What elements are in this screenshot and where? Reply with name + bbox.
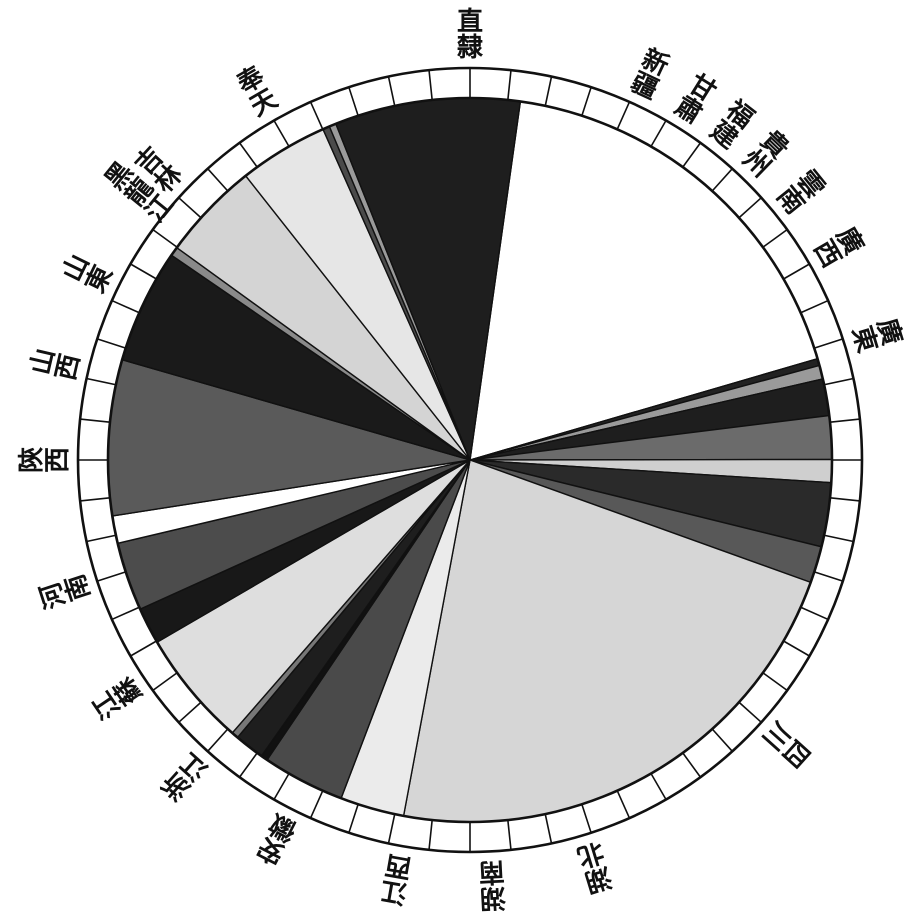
label-0: 直隸 [457,7,484,63]
ring-tick [387,813,396,844]
ring-tick [783,640,810,657]
label-char: 江 [379,874,410,908]
ring-tick [348,804,359,834]
label-char: 隸 [457,33,484,63]
pie-slices [107,97,833,823]
ring-tick [762,228,788,248]
ring-tick [428,819,433,850]
label-char: 南 [60,570,97,604]
ring-tick [96,338,126,349]
ring-tick [616,790,631,819]
ring-tick [130,263,157,280]
ring-tick [616,101,631,130]
label-char: 直 [457,7,483,37]
ring-tick [507,70,512,101]
ring-tick [544,76,553,107]
ring-tick [111,299,140,314]
ring-tick [738,197,762,219]
label-5: 雲南 [770,165,830,220]
ring-tick [348,86,359,116]
ring-tick [783,263,810,280]
ring-tick [273,120,290,147]
ring-tick [178,197,202,219]
ring-tick [581,86,592,116]
ring-tick [86,377,117,386]
ring-tick [581,804,592,834]
ring-tick [800,299,829,314]
ring-tick [829,418,860,423]
ring-tick [80,418,111,423]
label-2: 甘肅 [669,69,721,130]
label-18: 山東 [57,250,119,298]
label-char: 南 [478,856,506,887]
label-char: 東 [846,323,882,357]
label-15: 河南 [35,570,96,612]
label-char: 陝 [17,446,47,473]
ring-tick [507,819,512,850]
label-13: 浙江 [157,746,214,805]
label-11: 江西 [379,849,414,909]
ring-tick [823,377,854,386]
ring-tick [814,338,844,349]
ring-tick [273,773,290,800]
ring-tick [238,752,258,778]
label-10: 湖南 [478,856,507,913]
ring-tick [207,168,229,192]
label-12: 安徽 [253,807,302,869]
ring-tick [86,534,117,543]
label-char: 西 [383,849,414,883]
ring-tick [762,672,788,692]
ring-tick [238,142,258,168]
label-14: 江蘇 [87,671,148,724]
label-17: 山西 [26,345,86,383]
ring-tick [738,701,762,723]
ring-tick [152,672,178,692]
label-1: 新疆 [626,43,674,106]
ring-tick [309,790,324,819]
ring-tick [711,728,733,752]
label-3: 福建 [704,94,759,155]
ring-tick [650,120,667,147]
label-4: 貴州 [736,125,794,183]
ring-tick [650,773,667,800]
ring-tick [682,142,702,168]
ring-tick [814,571,844,582]
ring-tick [711,168,733,192]
ring-tick [207,728,229,752]
label-char: 北 [574,836,608,872]
ring-tick [309,101,324,130]
label-char: 湖 [479,882,507,913]
label-char: 西 [51,351,86,383]
ring-tick [544,813,553,844]
label-8: 四川 [756,716,815,773]
label-char: 西 [43,447,73,473]
ring-tick [829,497,860,502]
label-16: 陝西 [17,446,73,473]
ring-tick [152,228,178,248]
ring-tick [387,76,396,107]
ring-tick [111,606,140,621]
ring-tick [682,752,702,778]
label-21: 奉天 [231,61,282,123]
ring-tick [96,571,126,582]
ring-tick [823,534,854,543]
label-7: 廣東 [846,315,907,356]
outer-ring [76,66,864,854]
ring-tick [130,640,157,657]
ring-tick [428,70,433,101]
label-6: 廣西 [807,222,869,273]
label-9: 湖北 [574,836,615,897]
ring-tick [80,497,111,502]
ring-tick [800,606,829,621]
ring-tick [178,701,202,723]
